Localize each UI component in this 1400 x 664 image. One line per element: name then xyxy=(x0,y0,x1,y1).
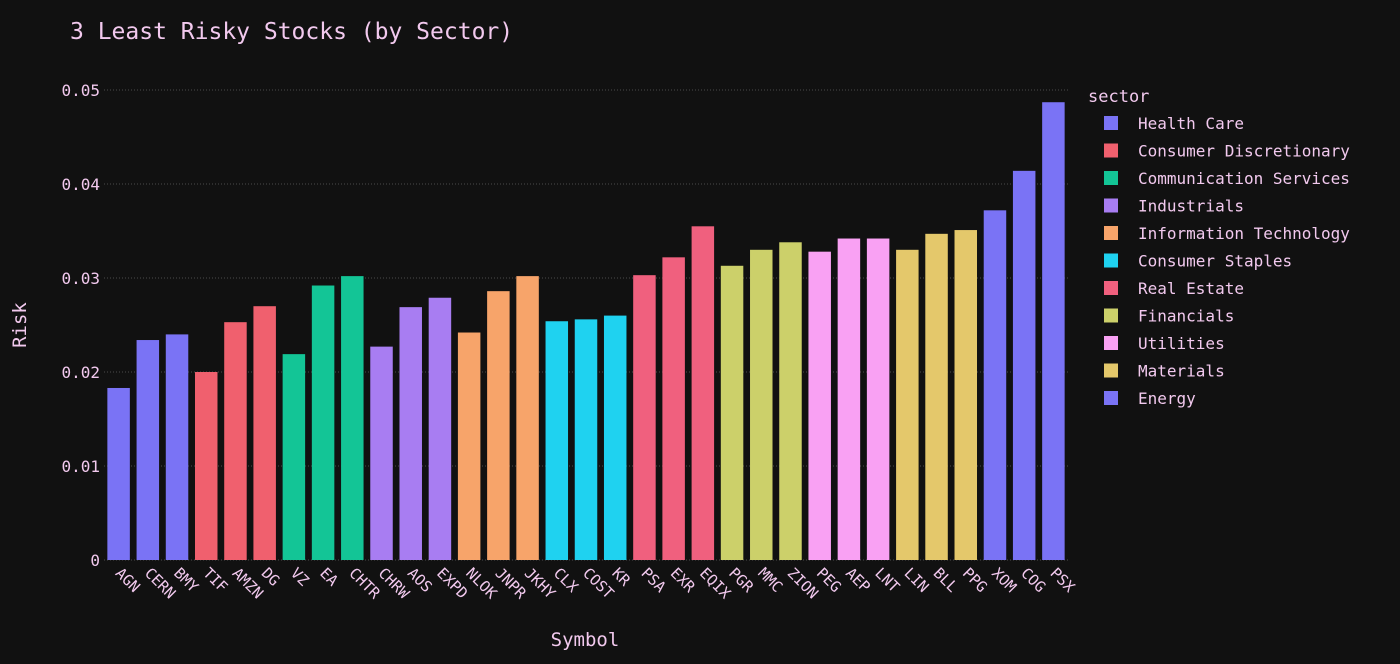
legend-swatch xyxy=(1104,143,1118,158)
legend-swatch xyxy=(1104,198,1118,213)
legend: sector Health Care Consumer Discretionary… xyxy=(1088,87,1350,408)
y-tick-label: 0.01 xyxy=(61,457,100,476)
legend-swatch xyxy=(1104,363,1118,378)
bar-pgr[interactable] xyxy=(720,265,744,560)
legend-label: Real Estate xyxy=(1138,279,1244,298)
bar-bll[interactable] xyxy=(925,233,948,560)
y-tick-label: 0 xyxy=(90,551,100,570)
legend-item[interactable]: Utilities xyxy=(1104,334,1225,353)
legend-label: Utilities xyxy=(1138,334,1225,353)
legend-swatch xyxy=(1104,253,1118,268)
bar-mmc[interactable] xyxy=(750,249,773,561)
legend-item[interactable]: Consumer Staples xyxy=(1104,252,1292,271)
y-tick-label: 0.05 xyxy=(61,81,100,100)
legend-label: Industrials xyxy=(1138,197,1244,216)
legend-swatch xyxy=(1104,336,1118,350)
bar-lnt[interactable] xyxy=(866,238,890,560)
bar-lin[interactable] xyxy=(896,249,919,561)
legend-item[interactable]: Information Technology xyxy=(1104,224,1350,243)
legend-swatch xyxy=(1104,391,1118,405)
bar-nlok[interactable] xyxy=(457,332,481,560)
bar-aos[interactable] xyxy=(399,307,422,560)
bar-ea[interactable] xyxy=(311,285,335,560)
legend-label: Consumer Discretionary xyxy=(1138,142,1350,161)
legend-item[interactable]: Communication Services xyxy=(1104,169,1350,188)
y-tick-label: 0.03 xyxy=(61,269,100,288)
bar-jnpr[interactable] xyxy=(487,291,510,560)
bar-vz[interactable] xyxy=(282,354,306,560)
bar-aep[interactable] xyxy=(837,238,861,560)
bar-chtr[interactable] xyxy=(341,276,364,560)
bar-bmy[interactable] xyxy=(165,334,189,560)
legend-item[interactable]: Industrials xyxy=(1104,197,1244,216)
bar-exr[interactable] xyxy=(662,257,685,560)
bar-dg[interactable] xyxy=(253,306,276,560)
legend-label: Health Care xyxy=(1138,114,1244,133)
bar-psx[interactable] xyxy=(1042,102,1065,560)
legend-swatch xyxy=(1104,308,1118,323)
bars xyxy=(107,102,1065,561)
y-axis-label: Risk xyxy=(9,302,31,348)
legend-label: Consumer Staples xyxy=(1138,252,1292,271)
legend-item[interactable]: Real Estate xyxy=(1104,279,1244,298)
bar-amzn[interactable] xyxy=(224,322,247,560)
chart-title: 3 Least Risky Stocks (by Sector) xyxy=(70,19,513,45)
legend-item[interactable]: Financials xyxy=(1104,307,1234,326)
bar-peg[interactable] xyxy=(808,251,831,560)
legend-label: Materials xyxy=(1138,362,1225,381)
legend-item[interactable]: Energy xyxy=(1104,389,1196,408)
bar-expd[interactable] xyxy=(428,297,452,560)
bar-cost[interactable] xyxy=(574,319,598,560)
bar-cog[interactable] xyxy=(1012,170,1036,560)
legend-item[interactable]: Health Care xyxy=(1104,114,1244,133)
bar-clx[interactable] xyxy=(545,321,569,560)
legend-label: Financials xyxy=(1138,307,1234,326)
legend-swatch xyxy=(1104,116,1118,130)
legend-label: Information Technology xyxy=(1138,224,1350,243)
y-tick-label: 0.04 xyxy=(61,175,100,194)
legend-item[interactable]: Consumer Discretionary xyxy=(1104,142,1350,161)
legend-title: sector xyxy=(1088,87,1149,107)
bar-ppg[interactable] xyxy=(954,230,978,560)
legend-swatch xyxy=(1104,171,1118,185)
bar-jkhy[interactable] xyxy=(516,276,539,560)
bar-agn[interactable] xyxy=(107,387,130,560)
legend-item[interactable]: Materials xyxy=(1104,362,1225,381)
x-axis-label: Symbol xyxy=(551,629,620,651)
legend-swatch xyxy=(1104,281,1118,295)
bar-cern[interactable] xyxy=(136,340,160,560)
legend-swatch xyxy=(1104,226,1118,240)
bar-tif[interactable] xyxy=(194,372,218,560)
bar-psa[interactable] xyxy=(633,275,656,560)
legend-label: Energy xyxy=(1138,389,1196,408)
y-tick-label: 0.02 xyxy=(61,363,100,382)
y-tick-labels: 0 0.01 0.02 0.03 0.04 0.05 xyxy=(61,81,100,570)
bar-eqix[interactable] xyxy=(691,226,715,561)
legend-label: Communication Services xyxy=(1138,169,1350,188)
bar-kr[interactable] xyxy=(603,315,627,560)
bar-xom[interactable] xyxy=(983,210,1007,560)
bar-zion[interactable] xyxy=(779,242,802,560)
bar-chrw[interactable] xyxy=(370,346,393,560)
